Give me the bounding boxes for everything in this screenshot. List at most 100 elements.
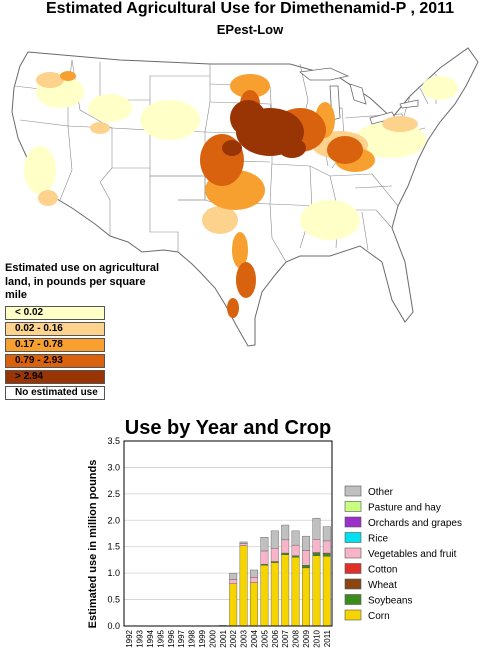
bar-segment (312, 555, 321, 627)
x-tick-label: 2006 (271, 629, 280, 647)
chart-legend-swatch (344, 516, 362, 528)
chart-title: Use by Year and Crop (125, 417, 331, 439)
grid-lines (124, 440, 332, 627)
chart-legend-swatch (344, 532, 362, 543)
x-tick-label: 2009 (302, 629, 311, 647)
bar-segment (312, 539, 321, 553)
bar-segment (260, 565, 269, 627)
bar-segment (302, 565, 310, 569)
bar-segment (260, 550, 269, 565)
chart-legend-swatch (344, 594, 362, 605)
x-tick-label: 1999 (198, 629, 207, 647)
x-tick-label: 1997 (177, 629, 186, 647)
bar-segment (302, 535, 310, 551)
x-ticks: 1992 1993 1994 1995 1996 1997 1998 1999 2000 2001… (125, 629, 332, 647)
bar-segment (270, 548, 279, 562)
us-map (11, 47, 479, 347)
x-tick-label: 1998 (188, 629, 197, 647)
x-tick-label: 2005 (260, 629, 269, 647)
x-tick-label: 2000 (208, 629, 217, 647)
legend-label: No estimated use (15, 386, 98, 398)
bar-segment (291, 530, 300, 546)
bar-segment (281, 539, 290, 554)
chart-legend-label: Orchards and grapes (368, 518, 462, 529)
x-tick-label: 2004 (250, 629, 259, 647)
bar-segment (270, 562, 279, 627)
legend-label: 0.17 - 0.78 (15, 338, 63, 350)
bar-segment (250, 569, 258, 578)
y-axis-label: Estimated use in million pounds (87, 460, 99, 629)
x-tick-label: 2011 (323, 629, 332, 647)
chart-legend-label: Soybeans (368, 596, 412, 607)
legend-item: No estimated use (5, 385, 165, 402)
x-tick-label: 2010 (312, 629, 321, 647)
map-legend: Estimated use on agricultural land, in p… (5, 262, 165, 402)
x-tick-label: 1994 (146, 629, 155, 647)
legend-swatch (5, 353, 105, 368)
x-tick-label: 2003 (240, 629, 249, 647)
legend-item: 0.79 - 2.93 (5, 353, 165, 370)
legend-label: < 0.02 (15, 306, 44, 318)
bar-segment (229, 579, 238, 584)
bar-segment (322, 556, 331, 627)
legend-item: 0.02 - 0.16 (5, 321, 165, 338)
x-tick-label: 2007 (281, 629, 290, 647)
legend-item: 0.17 - 0.78 (5, 337, 165, 354)
y-tick-label: 2.5 (107, 489, 120, 499)
map-subtitle: EPest-Low (216, 22, 284, 37)
x-tick-label: 2002 (229, 629, 238, 647)
chart-legend: Other Pasture and hay Orchards and grapes R… (344, 485, 462, 622)
map-title: Estimated Agricultural Use for Dimethena… (45, 0, 455, 17)
bar-segment (322, 540, 331, 554)
legend-swatch (5, 385, 105, 400)
x-tick-label: 2001 (219, 629, 228, 647)
chart-legend-swatch (344, 485, 362, 497)
bar-segment (239, 541, 248, 544)
chart-legend-label: Wheat (368, 580, 397, 591)
chart-legend-label: Vegetables and fruit (368, 549, 457, 560)
bar-segment (291, 544, 300, 556)
bar-segment (291, 557, 300, 627)
x-tick-label: 1995 (156, 629, 165, 647)
great-lakes (299, 67, 419, 125)
legend-swatch (5, 321, 105, 336)
chart-legend-label: Corn (368, 611, 390, 622)
chart-legend-swatch (344, 547, 362, 559)
x-tick-label: 1993 (136, 629, 145, 647)
bars (218, 517, 331, 627)
legend-swatch (5, 305, 105, 320)
legend-label: > 2.94 (15, 370, 44, 382)
legend-label: 0.02 - 0.16 (15, 322, 63, 334)
bar-segment (281, 554, 290, 627)
y-tick-label: 0.0 (107, 621, 120, 631)
use-by-year-chart: Use by Year and Crop Estimated use in mi… (87, 417, 462, 648)
bar-segment (312, 517, 321, 540)
plot-frame (123, 440, 333, 627)
bar-segment (302, 550, 310, 566)
chart-legend-swatch (344, 563, 362, 574)
x-tick-label: 2008 (292, 629, 301, 647)
use-patches (24, 71, 458, 318)
chart-legend-label: Other (368, 487, 394, 498)
bar-segment (270, 530, 279, 549)
y-tick-label: 3.0 (107, 462, 120, 472)
bar-segment (281, 524, 290, 541)
chart-legend-swatch (344, 501, 362, 512)
y-tick-label: 3.5 (107, 436, 120, 446)
chart-legend-swatch (344, 609, 362, 621)
bar-segment (312, 552, 321, 556)
chart-legend-label: Cotton (368, 565, 397, 576)
bar-segment (302, 567, 310, 627)
bar-segment (260, 536, 269, 552)
y-tick-label: 0.5 (107, 595, 120, 605)
bar-segment (229, 572, 238, 580)
bar-segment (239, 545, 248, 627)
bar-segment (229, 583, 238, 627)
chart-legend-label: Pasture and hay (368, 503, 441, 514)
y-tick-label: 1.5 (107, 542, 120, 552)
legend-label: 0.79 - 2.93 (15, 354, 63, 366)
bar-segment (322, 553, 331, 557)
x-tick-label: 1992 (125, 629, 134, 647)
bar-segment (250, 582, 258, 627)
legend-item: > 2.94 (5, 369, 165, 386)
